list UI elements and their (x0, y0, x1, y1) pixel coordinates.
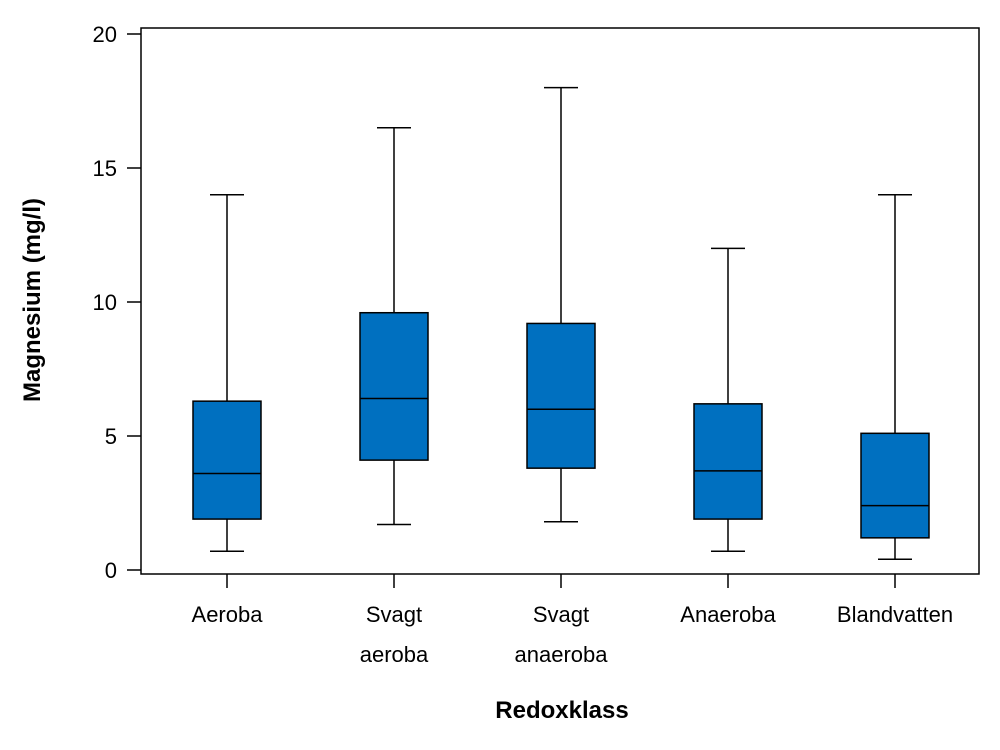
y-axis: 0 5 10 15 20 (93, 22, 141, 583)
x-tick-label: Aeroba (192, 602, 264, 627)
y-tick-label: 5 (105, 424, 117, 449)
y-axis-title: Magnesium (mg/l) (19, 198, 46, 402)
iqr-box (860, 432, 930, 539)
iqr-box (359, 311, 429, 461)
y-tick-label: 15 (93, 156, 117, 181)
y-tick-label: 20 (93, 22, 117, 47)
x-tick-label-line: Svagt (366, 602, 422, 627)
x-axis: Aeroba Svagt aeroba Svagt anaeroba Anaeroba Bl… (192, 574, 953, 667)
x-tick-label-line: anaeroba (515, 642, 609, 667)
x-axis-title: Redoxklass (495, 697, 628, 724)
x-tick-label: Blandvatten (837, 602, 953, 627)
x-tick-label: Anaeroba (680, 602, 776, 627)
iqr-box (192, 400, 262, 520)
y-tick-label: 0 (105, 558, 117, 583)
y-tick-label: 10 (93, 290, 117, 315)
x-tick-label: Svagt anaeroba (515, 602, 609, 667)
box-group (192, 194, 262, 552)
x-tick-label-line: Anaeroba (680, 602, 776, 627)
box-group (359, 127, 429, 526)
boxes (192, 86, 930, 561)
iqr-box (526, 322, 596, 469)
x-tick-label-line: Aeroba (192, 602, 264, 627)
x-tick-label-line: Svagt (533, 602, 589, 627)
box-group (526, 86, 596, 523)
plot-area (140, 27, 980, 575)
iqr-box (693, 403, 763, 520)
x-tick-label-line: aeroba (360, 642, 429, 667)
x-tick-label-line: Blandvatten (837, 602, 953, 627)
box-group (860, 194, 930, 561)
x-tick-label: Svagt aeroba (360, 602, 429, 667)
box-group (693, 247, 763, 552)
